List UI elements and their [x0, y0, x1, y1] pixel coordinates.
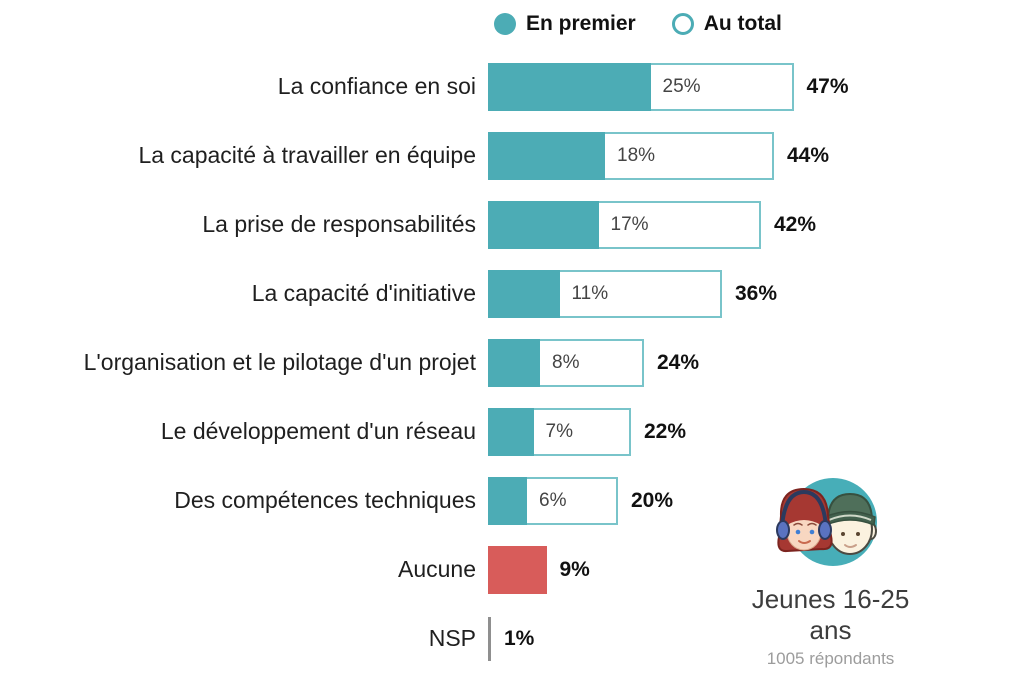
table-row-aucune: Aucune 9% [0, 535, 1024, 604]
total-value-label: 47% [806, 74, 849, 98]
total-bar: 18% [488, 131, 774, 180]
filled-circle-icon [494, 13, 516, 35]
respondents-title: Jeunes 16-25 ans [751, 584, 910, 645]
total-value-label: 42% [774, 212, 817, 236]
first-value-label: 11% [571, 282, 609, 304]
category-label: Aucune [397, 556, 476, 582]
aucune-bar [488, 545, 547, 594]
first-value-label: 18% [617, 144, 656, 166]
table-row: Le développement d'un réseau 7% 22% [0, 397, 1024, 466]
total-bar: 6% [488, 476, 618, 525]
first-value-label: 25% [662, 75, 701, 97]
total-value-label: 36% [735, 281, 778, 305]
first-bar-fill [488, 338, 540, 387]
total-value-label: 20% [631, 488, 674, 512]
table-row: Des compétences techniques 6% 20% [0, 466, 1024, 535]
first-bar-fill [488, 62, 651, 111]
young-people-avatar-icon [775, 478, 877, 566]
category-label: La prise de responsabilités [202, 211, 476, 237]
table-row: La capacité d'initiative 11% 36% [0, 259, 1024, 328]
first-bar-fill [488, 200, 599, 249]
aucune-value-label: 9% [559, 557, 590, 581]
category-label: Des compétences techniques [174, 487, 476, 513]
category-label: Le développement d'un réseau [160, 418, 476, 444]
first-bar-fill [488, 131, 605, 180]
first-bar-fill [488, 269, 560, 318]
legend-item-au-total: Au total [671, 12, 782, 36]
legend: En premier Au total [494, 12, 782, 36]
first-value-label: 8% [552, 351, 580, 373]
total-bar: 8% [488, 338, 644, 387]
total-value-label: 22% [644, 419, 687, 443]
first-value-label: 7% [545, 420, 573, 442]
total-bar: 7% [488, 407, 631, 456]
total-value-label: 44% [787, 143, 830, 167]
table-row: La confiance en soi 25% 47% [0, 52, 1024, 121]
nsp-value-label: 1% [504, 626, 535, 650]
first-value-label: 6% [539, 489, 567, 511]
category-label: NSP [428, 625, 476, 651]
total-bar: 25% [488, 62, 794, 111]
total-bar: 11% [488, 269, 722, 318]
table-row-nsp: NSP 1% [0, 604, 1024, 673]
category-label: L'organisation et le pilotage d'un proje… [83, 349, 476, 375]
table-row: La capacité à travailler en équipe 18% 4… [0, 121, 1024, 190]
bar-chart: La confiance en soi 25% 47% La capacité … [0, 52, 1024, 673]
category-label: La capacité d'initiative [251, 280, 476, 306]
total-value-label: 24% [657, 350, 700, 374]
table-row: La prise de responsabilités 17% 42% [0, 190, 1024, 259]
category-label: La capacité à travailler en équipe [138, 142, 476, 168]
legend-label: En premier [526, 12, 636, 35]
category-label: La confiance en soi [277, 73, 476, 99]
respondents-count: 1005 répondants [766, 649, 895, 668]
first-bar-fill [488, 476, 527, 525]
table-row: L'organisation et le pilotage d'un proje… [0, 328, 1024, 397]
legend-item-en-premier: En premier [494, 12, 636, 36]
first-bar-fill [488, 407, 534, 456]
respondents-block: Jeunes 16-25 ans 1005 répondants [733, 474, 928, 669]
outline-circle-icon [671, 13, 694, 35]
legend-label: Au total [703, 12, 782, 35]
first-value-label: 17% [610, 213, 649, 235]
total-bar: 17% [488, 200, 761, 249]
nsp-tick-mark [488, 616, 491, 661]
